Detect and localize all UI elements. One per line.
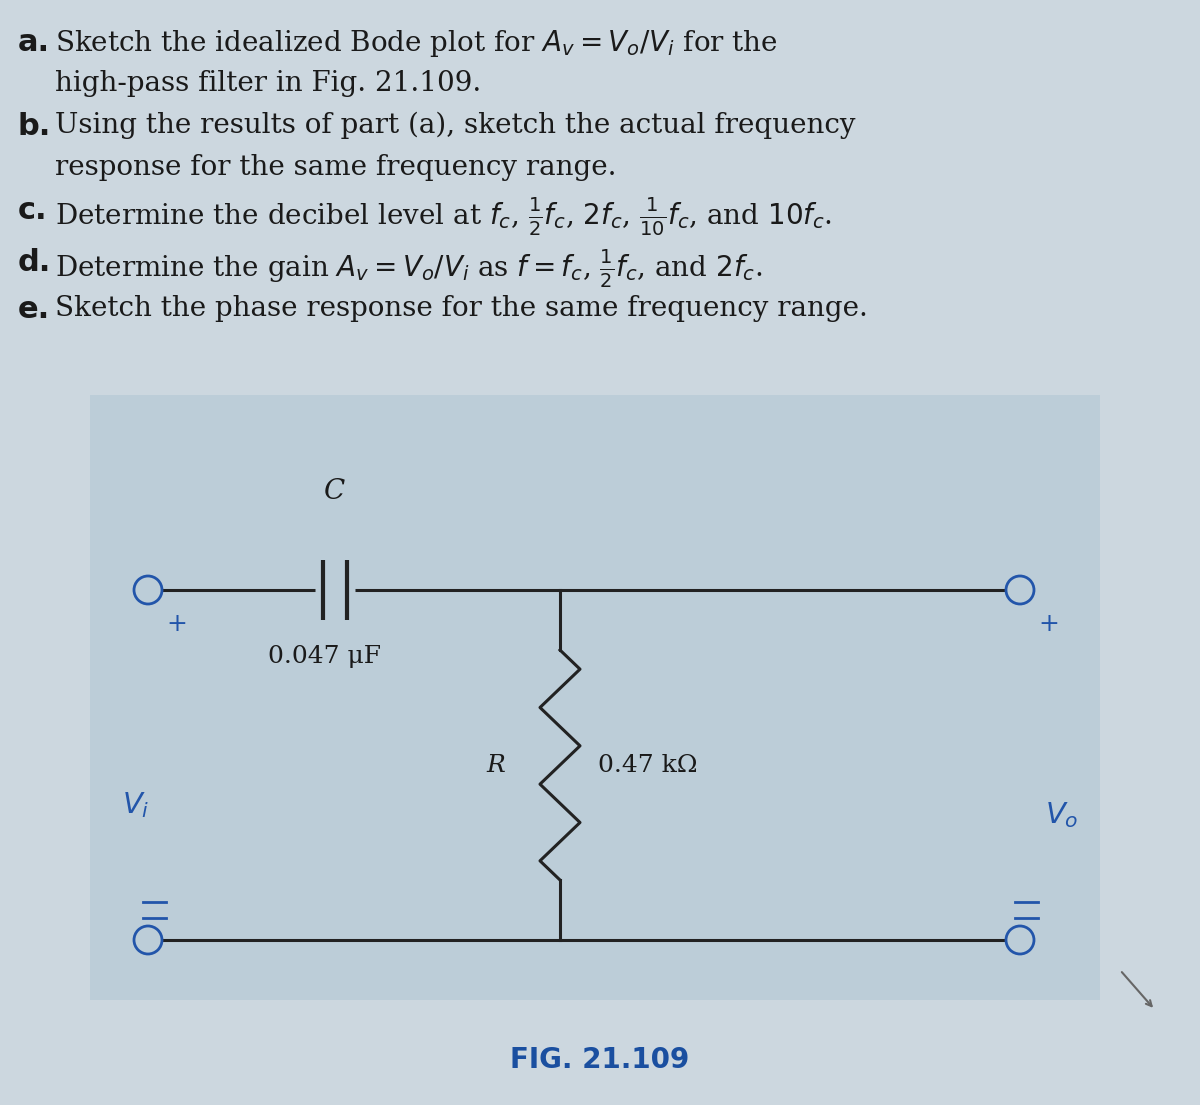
Text: Sketch the phase response for the same frequency range.: Sketch the phase response for the same f… <box>55 295 868 322</box>
Text: +: + <box>1038 612 1058 636</box>
Text: 0.47 kΩ: 0.47 kΩ <box>598 754 697 777</box>
Text: Sketch the idealized Bode plot for $A_v = V_o/V_i$ for the: Sketch the idealized Bode plot for $A_v … <box>55 28 778 59</box>
Text: high-pass filter in Fig. 21.109.: high-pass filter in Fig. 21.109. <box>55 70 481 97</box>
Text: d.: d. <box>18 248 52 277</box>
Text: Using the results of part (a), sketch the actual frequency: Using the results of part (a), sketch th… <box>55 112 856 139</box>
Text: e.: e. <box>18 295 50 324</box>
Bar <box>90 394 1100 1000</box>
Text: response for the same frequency range.: response for the same frequency range. <box>55 154 617 181</box>
Text: Determine the gain $A_v = V_o/V_i$ as $f = f_c$, $\frac{1}{2}f_c$, and $2f_c$.: Determine the gain $A_v = V_o/V_i$ as $f… <box>55 248 762 291</box>
Text: FIG. 21.109: FIG. 21.109 <box>510 1046 690 1074</box>
Text: C: C <box>324 478 346 505</box>
Text: a.: a. <box>18 28 50 57</box>
Text: $V_i$: $V_i$ <box>122 790 150 820</box>
Text: +: + <box>166 612 187 636</box>
Text: $V_o$: $V_o$ <box>1045 800 1079 830</box>
Text: 0.047 μF: 0.047 μF <box>269 645 382 669</box>
Text: Determine the decibel level at $f_c$, $\frac{1}{2}f_c$, $2f_c$, $\frac{1}{10}f_c: Determine the decibel level at $f_c$, $\… <box>55 196 833 238</box>
Text: R: R <box>486 754 505 777</box>
Text: c.: c. <box>18 196 48 225</box>
Text: b.: b. <box>18 112 52 141</box>
